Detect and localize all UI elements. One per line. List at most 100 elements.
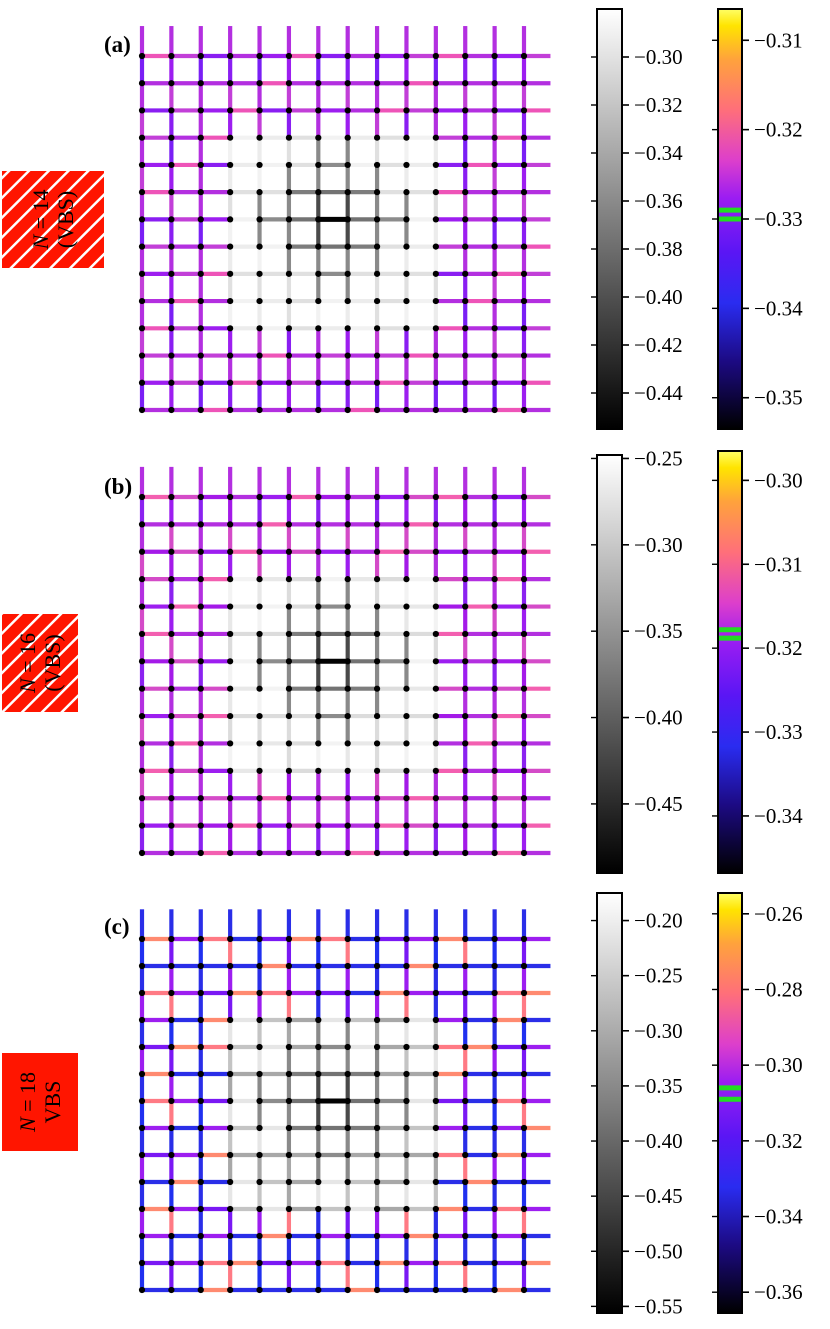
lattice-site — [285, 740, 293, 747]
lattice-site — [520, 989, 528, 997]
lattice-site — [197, 795, 204, 802]
lattice-site — [344, 406, 351, 414]
lattice-site — [520, 189, 528, 196]
lattice-site — [227, 712, 234, 720]
lattice-site — [285, 548, 293, 555]
side-label-line1: N = 18 — [15, 1072, 40, 1133]
lattice-site — [227, 161, 234, 169]
lattice-site — [344, 740, 351, 747]
lattice-site — [432, 134, 439, 141]
lattice-site — [373, 1043, 381, 1051]
lattice-site — [403, 297, 410, 305]
colorbar-gradient — [597, 455, 622, 873]
lattice-site — [168, 1178, 175, 1186]
lattice-site — [462, 989, 469, 997]
lattice-site — [432, 548, 439, 555]
lattice-site — [315, 1124, 322, 1132]
lattice-site — [462, 1043, 469, 1051]
lattice-site — [285, 352, 293, 359]
lattice-site — [491, 107, 498, 114]
lattice-site — [168, 989, 175, 997]
lattice-site — [403, 712, 410, 720]
lattice-site — [315, 712, 322, 720]
lattice-site — [197, 107, 204, 114]
lattice-site — [373, 712, 381, 720]
lattice-site — [138, 1259, 146, 1267]
panel-label-b: (b) — [104, 474, 132, 499]
lattice-site — [373, 406, 381, 414]
lattice-site — [197, 216, 204, 223]
lattice-site — [520, 1124, 528, 1132]
lattice-site — [315, 576, 322, 583]
lattice-site — [344, 1205, 351, 1213]
lattice-site — [285, 216, 293, 223]
lattice-site — [138, 740, 146, 747]
colorbar-frame — [596, 454, 623, 874]
lattice-site — [520, 1178, 528, 1186]
lattice-site — [344, 297, 351, 305]
colorbar-tick-label: −0.35 — [634, 619, 683, 643]
lattice-site — [256, 989, 263, 997]
lattice-site — [315, 325, 322, 332]
lattice-site — [285, 189, 293, 196]
side-label-box — [2, 1053, 78, 1151]
lattice-site — [138, 767, 146, 774]
lattice-site — [197, 325, 204, 332]
lattice-site — [432, 795, 439, 802]
lattice-site — [285, 822, 293, 829]
lattice-site — [462, 603, 469, 610]
lattice-site — [138, 1016, 146, 1024]
lattice-site — [462, 52, 469, 60]
colorbar-tick-label: −0.31 — [754, 552, 803, 576]
colorbar-tick-label: −0.50 — [634, 1239, 683, 1263]
lattice-site — [403, 189, 410, 196]
side-label-b: N = 16 (VBS) — [2, 614, 78, 712]
lattice-site — [315, 603, 322, 610]
lattice-site — [344, 989, 351, 997]
color-colorbar-b: −0.30 −0.31 −0.32 −0.33 −0.34 — [712, 450, 803, 874]
lattice-site — [462, 1124, 469, 1132]
lattice-site — [256, 134, 263, 141]
lattice-site — [462, 1178, 469, 1186]
lattice-site — [520, 521, 528, 528]
lattice-site — [491, 189, 498, 196]
lattice-site — [491, 1259, 498, 1267]
lattice-site — [520, 1151, 528, 1159]
lattice-site — [403, 740, 410, 747]
lattice-site — [373, 1097, 381, 1105]
lattice-site — [197, 576, 204, 583]
lattice-site — [462, 352, 469, 359]
lattice-site — [462, 521, 469, 528]
lattice-site — [344, 1151, 351, 1159]
lattice-site — [227, 1232, 234, 1240]
lattice-site — [403, 134, 410, 141]
lattice-site — [344, 1232, 351, 1240]
lattice-site — [432, 630, 439, 638]
lattice-site — [315, 1016, 322, 1024]
lattice-site — [373, 548, 381, 555]
lattice-site — [403, 935, 410, 943]
lattice-site — [520, 658, 528, 665]
lattice-site — [256, 406, 263, 414]
lattice-site — [315, 1097, 322, 1105]
lattice-site — [403, 1232, 410, 1240]
lattice-site — [520, 493, 528, 501]
lattice-site — [256, 935, 263, 943]
lattice-site — [432, 379, 439, 386]
lattice-site — [227, 989, 234, 997]
lattice-site — [373, 325, 381, 332]
lattice-site — [285, 161, 293, 169]
lattice-site — [344, 52, 351, 60]
lattice-site — [197, 822, 204, 829]
lattice-site — [138, 1232, 146, 1240]
lattice-site — [168, 795, 175, 802]
lattice-site — [315, 52, 322, 60]
lattice-site — [432, 1016, 439, 1024]
lattice-site — [373, 352, 381, 359]
lattice-site — [168, 216, 175, 223]
lattice-site — [373, 962, 381, 970]
lattice-site — [373, 1124, 381, 1132]
lattice-site — [138, 161, 146, 169]
lattice-site — [432, 1097, 439, 1105]
